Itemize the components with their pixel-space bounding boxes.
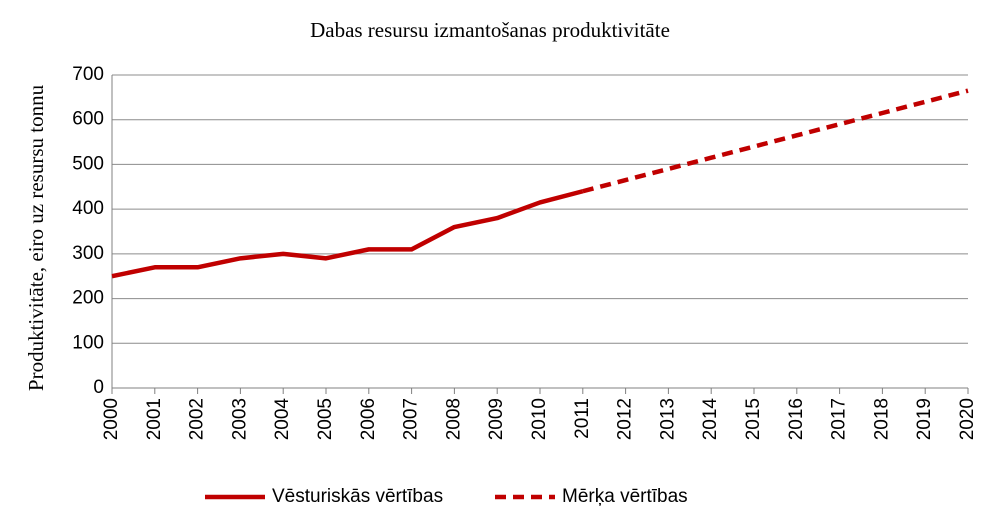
- x-tick-label: 2008: [443, 398, 464, 440]
- x-tick-label: 2002: [187, 398, 208, 440]
- x-tick-label: 2013: [657, 398, 678, 440]
- x-tick-label: 2015: [743, 398, 764, 440]
- y-axis-label: Produktivitāte, eiro uz resursu tonnu: [24, 84, 48, 391]
- x-tick-label: 2001: [144, 398, 165, 440]
- x-tick-label: 2005: [315, 398, 336, 440]
- x-tick-label: 2016: [786, 398, 807, 440]
- y-tick-label: 400: [72, 198, 104, 219]
- x-tick-label: 2014: [700, 398, 721, 441]
- y-tick-label: 500: [72, 153, 104, 174]
- y-tick-label: 0: [93, 377, 104, 398]
- chart-title: Dabas resursu izmantošanas produktivitāt…: [310, 18, 670, 42]
- y-tick-label: 300: [72, 243, 104, 264]
- x-tick-label: 2000: [101, 398, 122, 440]
- y-tick-label: 100: [72, 332, 104, 353]
- x-tick-label: 2006: [358, 398, 379, 440]
- y-tick-label: 200: [72, 288, 104, 309]
- x-tick-label: 2011: [572, 398, 593, 439]
- y-tick-label: 700: [72, 64, 104, 85]
- legend-label: Vēsturiskās vērtības: [272, 486, 443, 507]
- x-tick-label: 2007: [401, 398, 422, 440]
- x-tick-label: 2010: [529, 398, 550, 440]
- x-tick-label: 2004: [272, 398, 293, 441]
- x-tick-label: 2003: [229, 398, 250, 440]
- x-tick-label: 2020: [957, 398, 978, 440]
- y-tick-label: 600: [72, 109, 104, 130]
- x-tick-label: 2019: [914, 398, 935, 440]
- x-tick-label: 2009: [486, 398, 507, 440]
- x-tick-label: 2017: [829, 398, 850, 440]
- line-series: [582, 88, 969, 194]
- x-tick-label: 2018: [871, 398, 892, 440]
- line-series: [111, 189, 584, 279]
- x-tick-label: 2012: [615, 398, 636, 440]
- legend-label: Mērķa vērtības: [562, 486, 688, 507]
